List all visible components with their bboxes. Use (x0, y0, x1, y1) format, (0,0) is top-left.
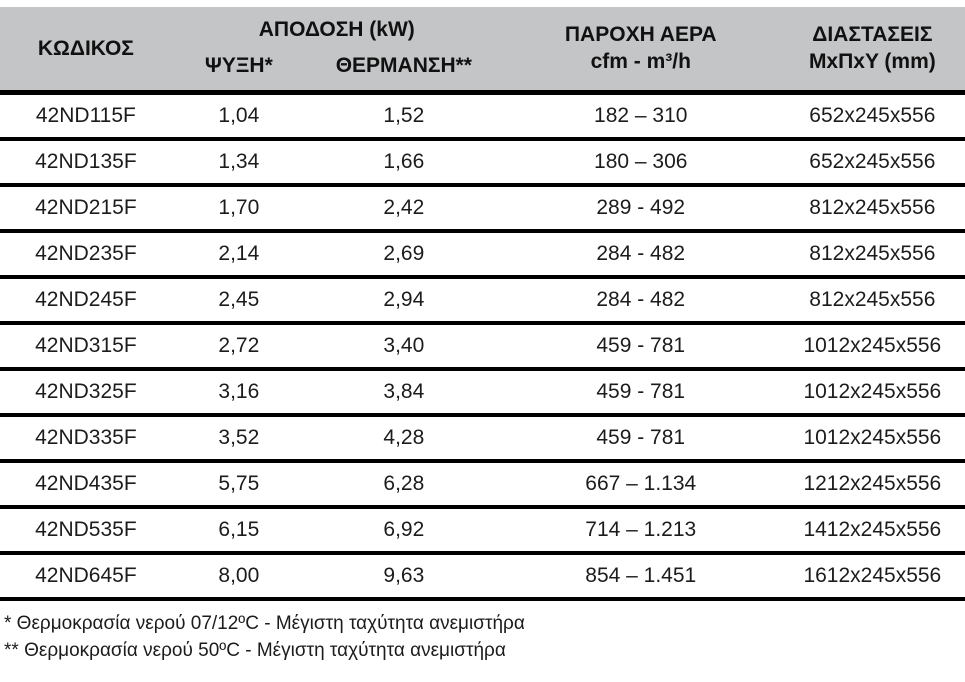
cell-code: 42ND645F (0, 551, 172, 601)
table-row: 42ND315F 2,72 3,40 459 - 781 1012x245x556 (0, 321, 965, 369)
table-row: 42ND135F 1,34 1,66 180 – 306 652x245x556 (0, 137, 965, 185)
cell-cooling: 1,04 (171, 90, 306, 139)
cell-code: 42ND115F (0, 90, 172, 139)
cell-heating: 9,63 (305, 551, 502, 601)
cell-dimensions: 1212x245x556 (779, 459, 965, 507)
cell-dimensions: 652x245x556 (779, 90, 965, 139)
cell-dimensions: 652x245x556 (779, 137, 965, 185)
cell-airflow: 854 – 1.451 (501, 551, 780, 601)
cell-heating: 6,92 (305, 505, 502, 553)
cell-heating: 2,94 (305, 275, 502, 323)
table-row: 42ND535F 6,15 6,92 714 – 1.213 1412x245x556 (0, 505, 965, 553)
cell-code: 42ND135F (0, 137, 172, 185)
spec-sheet: ΚΩΔΙΚΟΣ ΑΠΟΔΟΣΗ (kW) ΠΑΡΟΧΗ ΑΕΡΑ cfm - m… (0, 7, 965, 664)
table-header: ΚΩΔΙΚΟΣ ΑΠΟΔΟΣΗ (kW) ΠΑΡΟΧΗ ΑΕΡΑ cfm - m… (0, 7, 965, 93)
cell-code: 42ND215F (0, 183, 172, 231)
cell-cooling: 2,14 (171, 229, 306, 277)
cell-dimensions: 812x245x556 (779, 183, 965, 231)
header-airflow-line2: cfm - m³/h (590, 49, 691, 73)
cell-dimensions: 812x245x556 (779, 229, 965, 277)
cell-airflow: 284 - 482 (501, 229, 780, 277)
table-row: 42ND115F 1,04 1,52 182 – 310 652x245x556 (0, 90, 965, 139)
table-body: 42ND115F 1,04 1,52 182 – 310 652x245x556 42ND… (0, 90, 965, 601)
header-code: ΚΩΔΙΚΟΣ (0, 7, 172, 93)
cell-dimensions: 812x245x556 (779, 275, 965, 323)
cell-heating: 3,84 (305, 367, 502, 415)
cell-airflow: 180 – 306 (501, 137, 780, 185)
table-row: 42ND245F 2,45 2,94 284 - 482 812x245x556 (0, 275, 965, 323)
cell-cooling: 5,75 (171, 459, 306, 507)
cell-cooling: 6,15 (171, 505, 306, 553)
cell-airflow: 284 - 482 (501, 275, 780, 323)
cell-code: 42ND325F (0, 367, 172, 415)
cell-code: 42ND335F (0, 413, 172, 461)
header-cooling: ΨΥΞΗ* (171, 52, 306, 93)
footnotes: * Θερμοκρασία νερού 07/12ºC - Μέγιστη τα… (0, 601, 965, 664)
cell-dimensions: 1412x245x556 (779, 505, 965, 553)
footnote-heating-conditions: ** Θερμοκρασία νερού 50ºC - Μέγιστη ταχύ… (4, 640, 506, 661)
table-row: 42ND235F 2,14 2,69 284 - 482 812x245x556 (0, 229, 965, 277)
cell-airflow: 459 - 781 (501, 413, 780, 461)
cell-code: 42ND235F (0, 229, 172, 277)
cell-cooling: 3,16 (171, 367, 306, 415)
cell-heating: 2,69 (305, 229, 502, 277)
table-row: 42ND215F 1,70 2,42 289 - 492 812x245x556 (0, 183, 965, 231)
cell-airflow: 459 - 781 (501, 321, 780, 369)
cell-dimensions: 1012x245x556 (779, 413, 965, 461)
table-row: 42ND645F 8,00 9,63 854 – 1.451 1612x245x556 (0, 551, 965, 601)
cell-code: 42ND245F (0, 275, 172, 323)
header-airflow: ΠΑΡΟΧΗ ΑΕΡΑ cfm - m³/h (501, 7, 780, 93)
cell-cooling: 3,52 (171, 413, 306, 461)
spec-table: ΚΩΔΙΚΟΣ ΑΠΟΔΟΣΗ (kW) ΠΑΡΟΧΗ ΑΕΡΑ cfm - m… (0, 7, 965, 601)
cell-heating: 1,52 (305, 90, 502, 139)
table-row: 42ND435F 5,75 6,28 667 – 1.134 1212x245x556 (0, 459, 965, 507)
cell-code: 42ND535F (0, 505, 172, 553)
cell-heating: 1,66 (305, 137, 502, 185)
cell-code: 42ND315F (0, 321, 172, 369)
header-dimensions: ΔΙΑΣΤΑΣΕΙΣ ΜxΠxY (mm) (779, 7, 965, 93)
header-dimensions-line1: ΔΙΑΣΤΑΣΕΙΣ (812, 23, 933, 47)
cell-airflow: 667 – 1.134 (501, 459, 780, 507)
header-capacity-group: ΑΠΟΔΟΣΗ (kW) (171, 7, 502, 52)
cell-cooling: 1,34 (171, 137, 306, 185)
cell-heating: 4,28 (305, 413, 502, 461)
cell-cooling: 2,45 (171, 275, 306, 323)
cell-cooling: 2,72 (171, 321, 306, 369)
header-heating: ΘΕΡΜΑΝΣΗ** (305, 52, 502, 93)
cell-heating: 3,40 (305, 321, 502, 369)
footnote-cooling-conditions: * Θερμοκρασία νερού 07/12ºC - Μέγιστη τα… (4, 613, 525, 634)
cell-cooling: 8,00 (171, 551, 306, 601)
cell-cooling: 1,70 (171, 183, 306, 231)
cell-heating: 2,42 (305, 183, 502, 231)
cell-dimensions: 1612x245x556 (779, 551, 965, 601)
table-row: 42ND335F 3,52 4,28 459 - 781 1012x245x556 (0, 413, 965, 461)
header-dimensions-line2: ΜxΠxY (mm) (808, 49, 936, 73)
cell-code: 42ND435F (0, 459, 172, 507)
cell-airflow: 459 - 781 (501, 367, 780, 415)
cell-heating: 6,28 (305, 459, 502, 507)
cell-airflow: 289 - 492 (501, 183, 780, 231)
cell-airflow: 182 – 310 (501, 90, 780, 139)
cell-airflow: 714 – 1.213 (501, 505, 780, 553)
cell-dimensions: 1012x245x556 (779, 367, 965, 415)
cell-dimensions: 1012x245x556 (779, 321, 965, 369)
header-airflow-line1: ΠΑΡΟΧΗ ΑΕΡΑ (564, 23, 717, 47)
table-row: 42ND325F 3,16 3,84 459 - 781 1012x245x556 (0, 367, 965, 415)
